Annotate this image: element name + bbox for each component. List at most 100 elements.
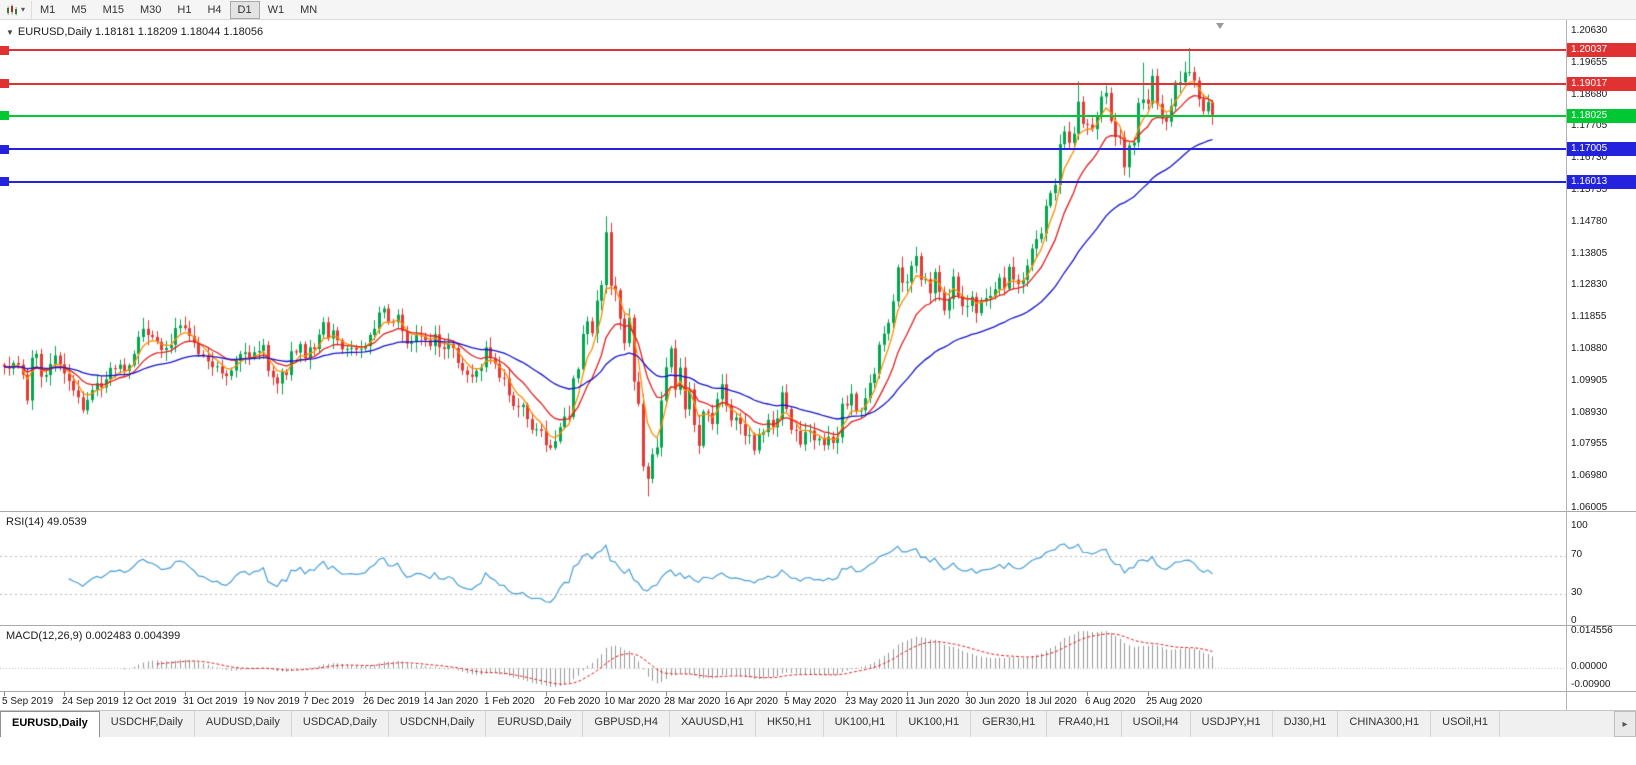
time-axis[interactable]: 5 Sep 201924 Sep 201912 Oct 201931 Oct 2… [0,691,1636,710]
rsi-canvas[interactable] [0,513,1566,626]
price-axis-label: 1.06005 [1571,502,1607,513]
timeframe-button-m30[interactable]: M30 [132,1,169,19]
pivot-line-left-marker[interactable] [0,111,9,120]
tab-usoil-h1[interactable]: USOil,H1 [1431,711,1500,737]
tab-usoil-h4[interactable]: USOil,H4 [1122,711,1191,737]
timeframe-toolbar: ▾ M1M5M15M30H1H4D1W1MN [0,0,1636,20]
time-axis-label: 19 Nov 2019 [243,696,300,707]
tab-usdcnh-daily[interactable]: USDCNH,Daily [389,711,487,737]
rsi-label: RSI(14) 49.0539 [6,516,87,528]
time-axis-label: 24 Sep 2019 [62,696,119,707]
chart-type-icon[interactable]: ▾ [4,1,32,19]
timeframe-button-m15[interactable]: M15 [95,1,132,19]
resistance-line-1.20037[interactable] [0,49,1566,51]
timeframe-button-h1[interactable]: H1 [169,1,199,19]
macd-panel: MACD(12,26,9) 0.002483 0.004399 [0,625,1636,691]
timeframe-button-m1[interactable]: M1 [32,1,63,19]
support-line-1.16013[interactable] [0,181,1566,183]
resistance-line-1.19017[interactable] [0,83,1566,85]
price-axis-label: 1.13805 [1571,248,1607,259]
timeframe-button-m5[interactable]: M5 [63,1,94,19]
time-axis-label: 30 Jun 2020 [965,696,1020,707]
tab-usdjpy-h1[interactable]: USDJPY,H1 [1191,711,1273,737]
trading-platform-window: ▾ M1M5M15M30H1H4D1W1MN ▼ EURUSD,Daily 1.… [0,0,1636,765]
price-tag-1.20037[interactable]: 1.20037 [1567,43,1636,57]
chart-tabs: EURUSD,DailyUSDCHF,DailyAUDUSD,DailyUSDC… [0,711,1614,737]
chart-tabs-bar: EURUSD,DailyUSDCHF,DailyAUDUSD,DailyUSDC… [0,710,1636,737]
tab-gbpusd-h4[interactable]: GBPUSD,H4 [583,711,670,737]
macd-axis-label: 0.00000 [1571,661,1607,672]
timeframe-button-h4[interactable]: H4 [199,1,229,19]
chevron-down-icon: ▾ [21,5,25,14]
tab-uk100-h1[interactable]: UK100,H1 [897,711,971,737]
tab-eurusd-daily[interactable]: EURUSD,Daily [0,711,100,737]
price-axis-label: 1.08930 [1571,407,1607,418]
price-axis-label: 1.12830 [1571,279,1607,290]
macd-axis-label: -0.00900 [1571,679,1610,690]
tabs-scroll-right-button[interactable]: ▸ [1614,711,1636,737]
pivot-line-1.18025[interactable] [0,115,1566,117]
rsi-axis-label: 30 [1571,587,1582,598]
price-tag-1.17005[interactable]: 1.17005 [1567,142,1636,156]
tab-ger30-h1[interactable]: GER30,H1 [971,711,1047,737]
tab-fra40-h1[interactable]: FRA40,H1 [1047,711,1121,737]
support-line-1.17005[interactable] [0,148,1566,150]
price-axis-label: 1.20630 [1571,25,1607,36]
price-chart-canvas[interactable] [0,20,1566,511]
price-tag-1.16013[interactable]: 1.16013 [1567,175,1636,189]
price-axis-label: 1.14780 [1571,216,1607,227]
tab-usdchf-daily[interactable]: USDCHF,Daily [100,711,195,737]
rsi-panel: RSI(14) 49.0539 [0,511,1636,625]
chart-shift-marker[interactable] [1216,23,1224,29]
rsi-axis-label: 70 [1571,549,1582,560]
chart-title-text: EURUSD,Daily 1.18181 1.18209 1.18044 1.1… [18,26,263,38]
rsi-axis-label: 100 [1571,520,1588,531]
price-axis-label: 1.06980 [1571,470,1607,481]
time-axis-label: 7 Dec 2019 [303,696,354,707]
time-axis-label: 20 Feb 2020 [544,696,600,707]
tab-china300-h1[interactable]: CHINA300,H1 [1338,711,1431,737]
tab-usdcad-daily[interactable]: USDCAD,Daily [292,711,389,737]
price-chart-panel: ▼ EURUSD,Daily 1.18181 1.18209 1.18044 1… [0,20,1636,511]
macd-axis-label: 0.014556 [1571,625,1613,636]
timeframe-button-mn[interactable]: MN [292,1,325,19]
time-axis-label: 18 Jul 2020 [1025,696,1077,707]
tab-uk100-h1[interactable]: UK100,H1 [824,711,898,737]
time-axis-label: 14 Jan 2020 [423,696,478,707]
timeframe-button-w1[interactable]: W1 [260,1,293,19]
tab-hk50-h1[interactable]: HK50,H1 [756,711,824,737]
time-axis-label: 25 Aug 2020 [1146,696,1202,707]
price-axis-label: 1.11855 [1571,311,1606,322]
price-axis-label: 1.10880 [1571,343,1607,354]
tab-audusd-daily[interactable]: AUDUSD,Daily [195,711,292,737]
macd-label: MACD(12,26,9) 0.002483 0.004399 [6,630,180,642]
time-axis-label: 28 Mar 2020 [664,696,720,707]
price-axis-separator [1566,20,1567,710]
time-axis-label: 6 Aug 2020 [1085,696,1136,707]
support-line-left-marker[interactable] [0,177,9,186]
time-axis-label: 26 Dec 2019 [363,696,420,707]
timeframe-buttons: M1M5M15M30H1H4D1W1MN [32,1,325,19]
time-axis-label: 5 Sep 2019 [2,696,53,707]
tab-xauusd-h1[interactable]: XAUUSD,H1 [670,711,756,737]
price-tag-1.18025[interactable]: 1.18025 [1567,109,1636,123]
macd-canvas[interactable] [0,627,1566,692]
time-axis-label: 10 Mar 2020 [604,696,660,707]
tab-dj30-h1[interactable]: DJ30,H1 [1273,711,1339,737]
chart-title-caret-icon: ▼ [6,28,14,37]
price-axis-label: 1.07955 [1571,438,1607,449]
time-axis-label: 11 Jun 2020 [905,696,959,707]
support-line-left-marker[interactable] [0,145,9,154]
price-tag-1.19017[interactable]: 1.19017 [1567,77,1636,91]
time-axis-label: 12 Oct 2019 [122,696,176,707]
resistance-line-left-marker[interactable] [0,79,9,88]
time-axis-label: 5 May 2020 [784,696,836,707]
timeframe-button-d1[interactable]: D1 [230,1,260,19]
tab-eurusd-daily[interactable]: EURUSD,Daily [486,711,583,737]
time-axis-label: 1 Feb 2020 [484,696,535,707]
resistance-line-left-marker[interactable] [0,46,9,55]
time-axis-label: 16 Apr 2020 [724,696,778,707]
price-axis-label: 1.19655 [1571,57,1607,68]
chart-title: ▼ EURUSD,Daily 1.18181 1.18209 1.18044 1… [6,26,263,38]
price-axis-label: 1.09905 [1571,375,1607,386]
